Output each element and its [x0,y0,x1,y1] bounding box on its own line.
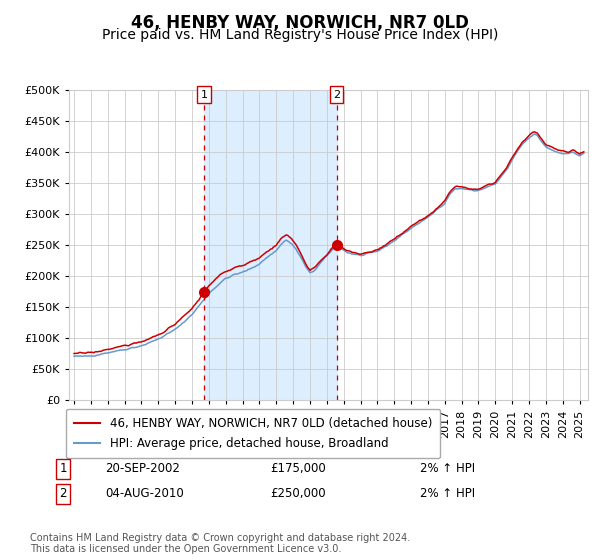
Text: 2: 2 [333,90,340,100]
Text: 2% ↑ HPI: 2% ↑ HPI [420,462,475,475]
Text: 46, HENBY WAY, NORWICH, NR7 0LD: 46, HENBY WAY, NORWICH, NR7 0LD [131,14,469,32]
Bar [204,90,337,400]
Text: £175,000: £175,000 [270,462,326,475]
Legend: 46, HENBY WAY, NORWICH, NR7 0LD (detached house), HPI: Average price, detached h: 46, HENBY WAY, NORWICH, NR7 0LD (detache… [66,409,440,458]
Text: 04-AUG-2010: 04-AUG-2010 [105,487,184,501]
Text: 2% ↑ HPI: 2% ↑ HPI [420,487,475,501]
Text: Price paid vs. HM Land Registry's House Price Index (HPI): Price paid vs. HM Land Registry's House … [102,28,498,42]
Text: 1: 1 [59,462,67,475]
Text: 2: 2 [59,487,67,501]
Text: 20-SEP-2002: 20-SEP-2002 [105,462,180,475]
Text: Contains HM Land Registry data © Crown copyright and database right 2024.
This d: Contains HM Land Registry data © Crown c… [30,533,410,554]
Text: £250,000: £250,000 [270,487,326,501]
Text: 1: 1 [200,90,208,100]
